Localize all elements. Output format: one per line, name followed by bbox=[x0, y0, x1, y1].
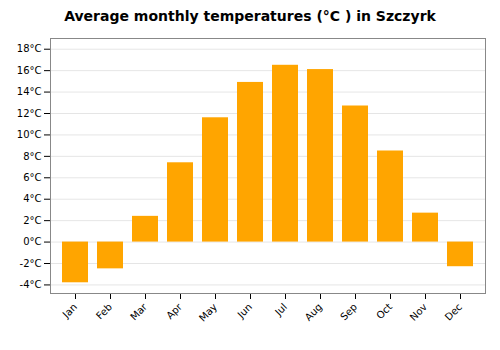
svg-text:-2°C: -2°C bbox=[20, 258, 42, 269]
svg-text:18°C: 18°C bbox=[17, 43, 42, 54]
svg-text:Jun: Jun bbox=[235, 301, 255, 321]
svg-text:2°C: 2°C bbox=[23, 215, 41, 226]
svg-text:12°C: 12°C bbox=[17, 108, 42, 119]
svg-text:14°C: 14°C bbox=[17, 86, 42, 97]
svg-text:Nov: Nov bbox=[408, 301, 430, 323]
svg-text:Mar: Mar bbox=[128, 301, 150, 323]
svg-text:10°C: 10°C bbox=[17, 129, 42, 140]
svg-text:May: May bbox=[197, 301, 219, 323]
svg-text:Apr: Apr bbox=[164, 301, 185, 322]
svg-text:16°C: 16°C bbox=[17, 65, 42, 76]
svg-text:Jul: Jul bbox=[272, 301, 289, 318]
svg-text:-4°C: -4°C bbox=[20, 279, 42, 290]
svg-text:Jan: Jan bbox=[60, 301, 79, 320]
svg-text:4°C: 4°C bbox=[23, 193, 41, 204]
svg-text:Feb: Feb bbox=[94, 301, 114, 321]
svg-text:Dec: Dec bbox=[443, 301, 464, 322]
svg-text:Aug: Aug bbox=[303, 301, 325, 323]
svg-text:Oct: Oct bbox=[374, 301, 394, 321]
html-text:Average monthly temperatures (: Average monthly temperatures (°C ) in Sz… bbox=[64, 8, 436, 24]
svg-text:0°C: 0°C bbox=[23, 236, 41, 247]
svg-text:8°C: 8°C bbox=[23, 151, 41, 162]
svg-text:Sep: Sep bbox=[338, 301, 359, 322]
svg-text:6°C: 6°C bbox=[23, 172, 41, 183]
